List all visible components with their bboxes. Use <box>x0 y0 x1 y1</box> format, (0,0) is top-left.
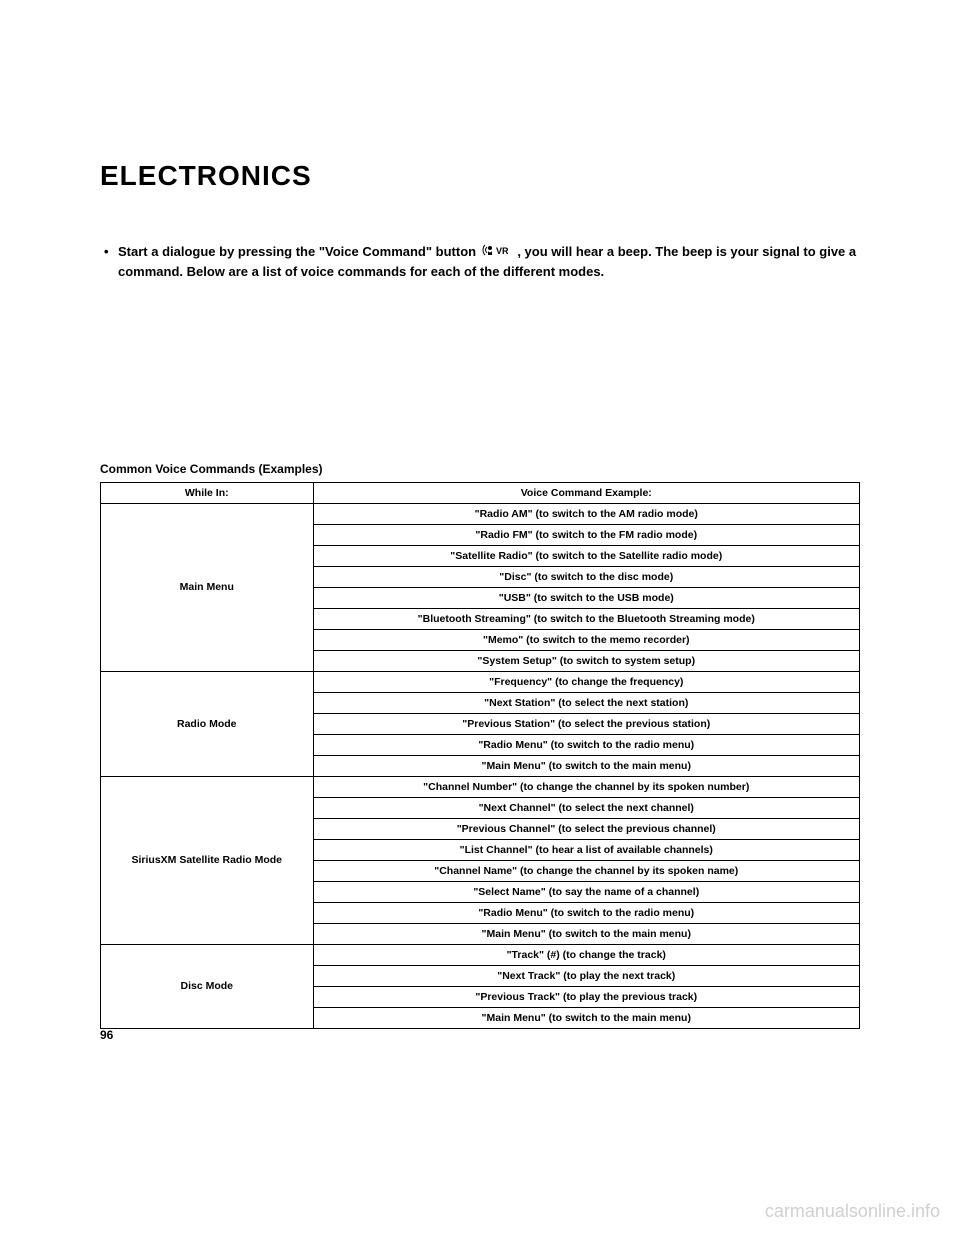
command-cell: "Bluetooth Streaming" (to switch to the … <box>313 608 859 629</box>
command-cell: "Satellite Radio" (to switch to the Sate… <box>313 545 859 566</box>
command-cell: "Channel Number" (to change the channel … <box>313 776 859 797</box>
table-row: Main Menu"Radio AM" (to switch to the AM… <box>101 503 860 524</box>
command-cell: "Previous Track" (to play the previous t… <box>313 986 859 1007</box>
table-row: SiriusXM Satellite Radio Mode"Channel Nu… <box>101 776 860 797</box>
command-cell: "Previous Station" (to select the previo… <box>313 713 859 734</box>
command-cell: "Memo" (to switch to the memo recorder) <box>313 629 859 650</box>
command-cell: "Disc" (to switch to the disc mode) <box>313 566 859 587</box>
command-cell: "Radio Menu" (to switch to the radio men… <box>313 902 859 923</box>
watermark: carmanualsonline.info <box>765 1201 940 1222</box>
command-cell: "Main Menu" (to switch to the main menu) <box>313 755 859 776</box>
page-heading: ELECTRONICS <box>100 160 860 192</box>
voice-command-icon: VR <box>482 243 512 263</box>
command-cell: "USB" (to switch to the USB mode) <box>313 587 859 608</box>
intro-paragraph: Start a dialogue by pressing the "Voice … <box>100 242 860 282</box>
mode-cell: Disc Mode <box>101 944 314 1028</box>
command-cell: "Main Menu" (to switch to the main menu) <box>313 1007 859 1028</box>
command-cell: "Radio Menu" (to switch to the radio men… <box>313 734 859 755</box>
command-cell: "Previous Channel" (to select the previo… <box>313 818 859 839</box>
command-cell: "Track" (#) (to change the track) <box>313 944 859 965</box>
command-cell: "Radio FM" (to switch to the FM radio mo… <box>313 524 859 545</box>
voice-commands-table: While In: Voice Command Example: Main Me… <box>100 482 860 1029</box>
svg-text:VR: VR <box>496 246 509 256</box>
table-row: Radio Mode"Frequency" (to change the fre… <box>101 671 860 692</box>
table-row: Disc Mode"Track" (#) (to change the trac… <box>101 944 860 965</box>
mode-cell: SiriusXM Satellite Radio Mode <box>101 776 314 944</box>
command-cell: "Next Track" (to play the next track) <box>313 965 859 986</box>
command-cell: "System Setup" (to switch to system setu… <box>313 650 859 671</box>
command-cell: "List Channel" (to hear a list of availa… <box>313 839 859 860</box>
command-cell: "Radio AM" (to switch to the AM radio mo… <box>313 503 859 524</box>
page-number: 96 <box>100 1028 113 1042</box>
header-voice-command: Voice Command Example: <box>313 482 859 503</box>
command-cell: "Select Name" (to say the name of a chan… <box>313 881 859 902</box>
mode-cell: Radio Mode <box>101 671 314 776</box>
command-cell: "Channel Name" (to change the channel by… <box>313 860 859 881</box>
table-caption: Common Voice Commands (Examples) <box>100 462 860 476</box>
header-while-in: While In: <box>101 482 314 503</box>
command-cell: "Next Channel" (to select the next chann… <box>313 797 859 818</box>
command-cell: "Next Station" (to select the next stati… <box>313 692 859 713</box>
command-cell: "Frequency" (to change the frequency) <box>313 671 859 692</box>
bullet-text-a: Start a dialogue by pressing the "Voice … <box>118 244 480 259</box>
command-cell: "Main Menu" (to switch to the main menu) <box>313 923 859 944</box>
mode-cell: Main Menu <box>101 503 314 671</box>
